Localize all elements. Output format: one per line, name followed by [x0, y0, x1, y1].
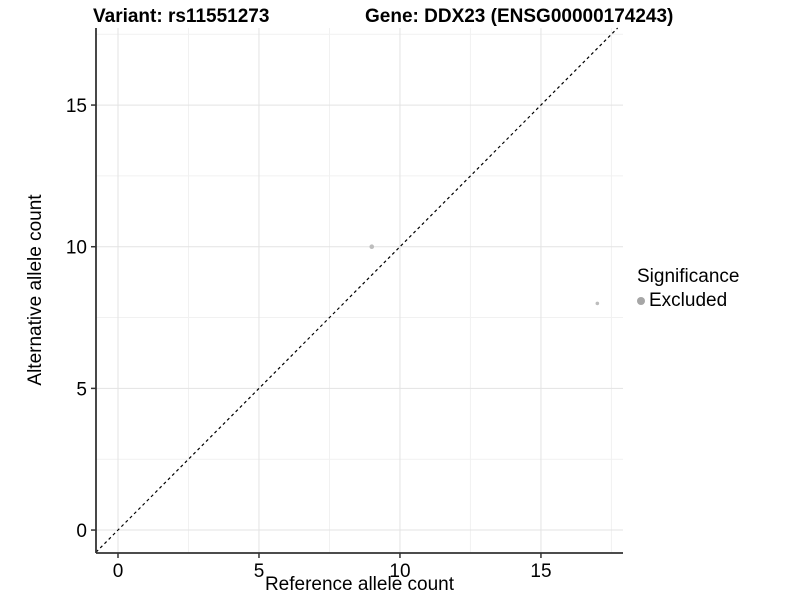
legend-title: Significance	[637, 266, 740, 287]
gene-title: Gene: DDX23 (ENSG00000174243)	[365, 6, 674, 27]
y-tick-label: 10	[66, 238, 87, 259]
identity-dashed-line	[95, 27, 619, 553]
minor-gridlines	[96, 28, 623, 553]
variant-title: Variant: rs11551273	[93, 6, 270, 27]
major-gridlines	[96, 28, 623, 553]
y-tick-label: 0	[76, 521, 87, 542]
x-tick-label: 5	[254, 561, 265, 582]
y-axis-title: Alternative allele count	[25, 194, 46, 386]
x-axis-title: Reference allele count	[264, 574, 455, 595]
x-tick-label: 0	[113, 561, 124, 582]
axis-lines	[95, 28, 623, 554]
legend-key-dot-icon	[637, 297, 645, 305]
tick-marks	[91, 104, 542, 558]
scatter-point	[595, 301, 600, 306]
legend-entry-label: Excluded	[649, 290, 728, 311]
identity-line	[95, 27, 619, 553]
tick-labels: 0 5 10 15 0 5 10 15	[66, 96, 552, 582]
y-tick-label: 15	[66, 96, 87, 117]
data-points	[369, 244, 600, 306]
scatter-point	[369, 244, 375, 250]
y-tick-label: 5	[76, 379, 87, 400]
legend: Significance Excluded	[637, 266, 739, 312]
legend-entry-excluded: Excluded	[637, 290, 739, 312]
x-tick-label: 15	[530, 561, 551, 582]
x-tick-label: 10	[389, 561, 410, 582]
